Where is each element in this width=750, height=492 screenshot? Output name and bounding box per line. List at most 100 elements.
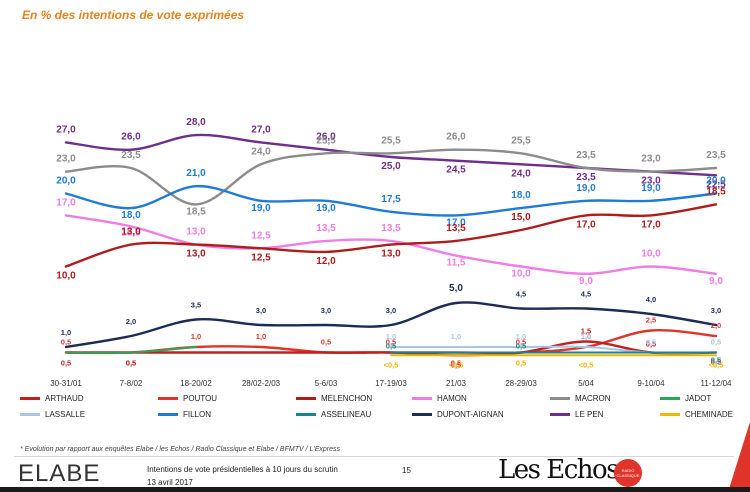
data-label-hamon-6: 11,5 — [447, 258, 466, 269]
elabe-logo: ELABE — [18, 460, 100, 488]
data-label-poutou-0: 0,5 — [61, 338, 71, 347]
page-number: 15 — [402, 466, 411, 475]
legend-item-melenchon: MELENCHON — [296, 394, 372, 403]
data-label-fillon-5: 17,5 — [381, 194, 401, 205]
data-label-fillon-7: 18,0 — [511, 190, 531, 201]
x-tick-label-3: 28/02-2/03 — [242, 379, 281, 388]
data-label-poutou-2: 1,0 — [191, 332, 201, 341]
data-label-arthaud-1: 0,5 — [126, 359, 136, 368]
data-label-fillon-4: 19,0 — [316, 203, 336, 214]
data-label-melenchon-5: 13,0 — [381, 249, 401, 260]
x-tick-label-9: 9-10/04 — [637, 379, 665, 388]
data-label-macron-8: 23,5 — [576, 150, 596, 161]
legend-item-lassalle: LASSALLE — [20, 410, 85, 419]
data-label-poutou-6: 0,5 — [451, 359, 461, 368]
chart-subtitle: En % des intentions de vote exprimées — [22, 8, 245, 22]
data-label-arthaud-6: 0,5 — [451, 360, 461, 369]
data-label-dupont-aignan-2: 3,5 — [191, 301, 201, 310]
legend-swatch — [158, 413, 178, 416]
data-label-hamon-4: 13,5 — [316, 223, 336, 234]
data-label-fillon-3: 19,0 — [251, 203, 271, 214]
radio-classique-logo-text: RADIO CLASSIQUE — [616, 468, 640, 478]
series-line-fillon — [64, 184, 718, 217]
x-tick-label-7: 28-29/03 — [505, 379, 537, 388]
data-label-le-pen-0: 27,0 — [56, 124, 76, 135]
x-tick-label-4: 5-6/03 — [315, 379, 338, 388]
data-label-fillon-9: 19,0 — [641, 183, 661, 194]
data-label-hamon-2: 13,0 — [186, 227, 206, 238]
series-line-dupont-aignan — [64, 301, 718, 349]
data-label-melenchon-8: 17,0 — [576, 219, 596, 230]
legend-label: ASSELINEAU — [321, 410, 372, 419]
legend-item-le-pen: LE PEN — [550, 410, 603, 419]
data-label-dupont-aignan-1: 2,0 — [126, 317, 136, 326]
legend-item-arthaud: ARTHAUD — [20, 394, 84, 403]
data-label-dupont-aignan-3: 3,0 — [256, 306, 266, 315]
data-label-poutou-4: 0,5 — [321, 338, 331, 347]
data-label-le-pen-6: 24,5 — [446, 165, 466, 176]
data-label-le-pen-2: 28,0 — [186, 117, 206, 128]
data-label-cheminade-7: 0,5 — [516, 358, 526, 367]
data-label-melenchon-6: 13,5 — [446, 223, 466, 234]
data-label-le-pen-5: 25,0 — [381, 161, 401, 172]
data-label-dupont-aignan-10: 3,0 — [711, 306, 721, 315]
data-label-cheminade-6: <0,5 — [449, 360, 464, 369]
data-label-dupont-aignan-8: 4,5 — [581, 290, 591, 299]
footer-caption-date: 13 avril 2017 — [147, 478, 193, 487]
data-label-macron-3: 24,0 — [251, 146, 271, 157]
series-line-macron — [64, 148, 718, 206]
legend-label: HAMON — [437, 394, 467, 403]
data-label-macron-6: 26,0 — [446, 132, 466, 143]
data-label-le-pen-3: 27,0 — [251, 124, 271, 135]
x-tick-label-0: 30-31/01 — [50, 379, 82, 388]
series-line-melenchon — [64, 203, 718, 268]
data-label-lassalle-6: 1,0 — [451, 332, 461, 341]
data-label-cheminade-8: <0,5 — [579, 360, 594, 369]
x-tick-label-10: 11-12/04 — [701, 379, 733, 388]
x-tick-label-6: 21/03 — [446, 379, 467, 388]
data-label-macron-2: 18,5 — [186, 206, 206, 217]
data-label-melenchon-2: 13,0 — [186, 249, 206, 260]
legend-label: JADOT — [685, 394, 712, 403]
footer-divider — [14, 456, 734, 457]
legend-swatch — [296, 413, 316, 416]
data-label-fillon-2: 21,0 — [186, 168, 206, 179]
les-echos-logo: Les Echos — [498, 455, 620, 485]
legend-swatch — [550, 397, 570, 400]
data-label-lassalle-5: 1,0 — [386, 332, 396, 341]
x-axis: 30-31/01 7-8/02 18-20/02 28/02-2/03 5-6/03 17… — [50, 379, 732, 388]
data-label-le-pen-8: 23,5 — [576, 172, 596, 183]
series-line-hamon — [64, 214, 718, 276]
legend-item-poutou: POUTOU — [158, 394, 217, 403]
data-label-asselineau-7: 0,5 — [516, 342, 526, 351]
series-lines — [64, 133, 718, 357]
bottom-bar — [0, 487, 750, 492]
legend-label: MELENCHON — [321, 394, 373, 403]
data-label-poutou-9: 2,5 — [646, 316, 656, 325]
elabe-logo-text: ELABE — [18, 460, 101, 487]
data-label-dupont-aignan-4: 3,0 — [321, 306, 331, 315]
data-label-hamon-3: 12,5 — [251, 230, 271, 241]
legend-item-dupont-aignan: DUPONT-AIGNAN — [412, 410, 504, 419]
data-label-poutou-5: 0,5 — [386, 338, 396, 347]
footnote: * Evolution par rapport aux enquêtes Ela… — [20, 446, 341, 453]
data-label-le-pen-10: 22,5 — [706, 179, 726, 190]
data-label-dupont-aignan-7: 4,5 — [516, 290, 526, 299]
x-tick-label-8: 5/04 — [578, 379, 594, 388]
data-label-hamon-1: 15,5 — [121, 227, 141, 238]
data-label-melenchon-1: 13,0 — [121, 227, 141, 238]
data-label-macron-10: 23,5 — [706, 150, 726, 161]
legend-label: ARTHAUD — [45, 394, 84, 403]
data-label-melenchon-3: 12,5 — [251, 252, 271, 263]
legend-label: DUPONT-AIGNAN — [437, 410, 504, 419]
data-labels: 27,0 26,0 28,0 27,0 26,0 25,0 24,5 24,0 23,5 23,0… — [56, 117, 726, 369]
legend-label: CHEMINADE — [685, 410, 734, 419]
data-label-macron-1: 23,5 — [121, 150, 141, 161]
legend-label: FILLON — [183, 410, 212, 419]
legend-item-hamon: HAMON — [412, 394, 467, 403]
data-label-poutou-8: 1,0 — [581, 332, 591, 341]
data-label-fillon-1: 18,0 — [121, 210, 141, 221]
legend-swatch — [660, 397, 680, 400]
footer-caption: Intentions de vote présidentielles à 10 … — [147, 463, 338, 489]
legend-item-cheminade: CHEMINADE — [660, 410, 733, 419]
